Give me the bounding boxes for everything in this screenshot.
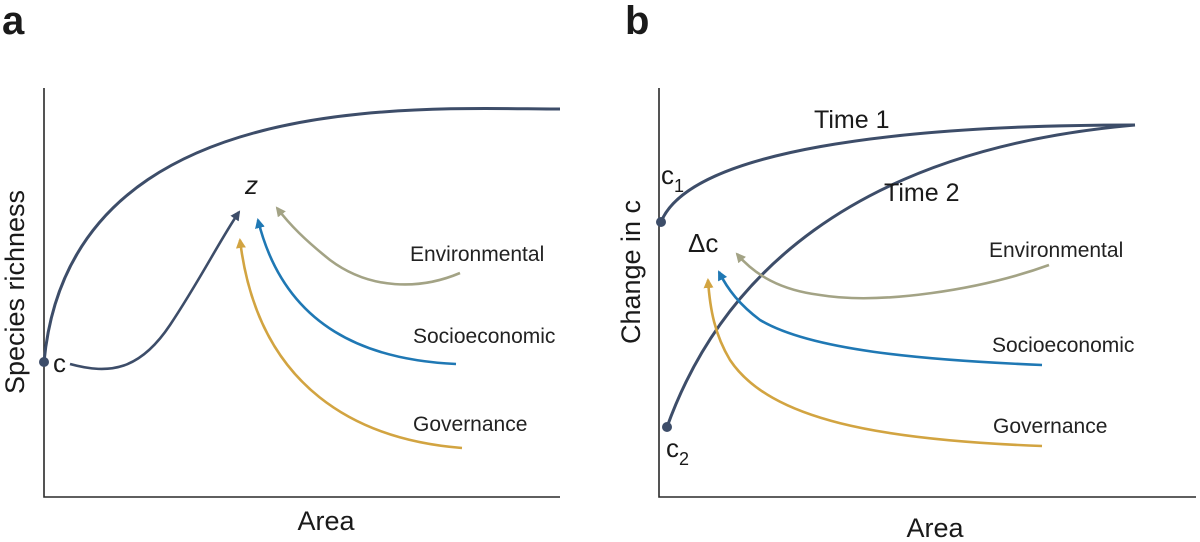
panel-a-c-to-z-arrow bbox=[69, 210, 241, 371]
panel-b-environmental-arrow bbox=[735, 252, 1050, 300]
panel-b-time2-label: Time 2 bbox=[884, 179, 959, 207]
panel-b-c2-point bbox=[662, 422, 672, 432]
panel-b-governance-label: Governance bbox=[993, 415, 1107, 438]
panel-b-c1-point bbox=[656, 217, 666, 227]
panel-b-socioeconomic-arrow bbox=[717, 270, 1043, 367]
panel-b-y-axis-title: Change in c bbox=[616, 200, 646, 344]
panel-a-intercept-point bbox=[39, 357, 49, 367]
panel-a-environmental-label: Environmental bbox=[410, 243, 544, 266]
panel-b-governance-arrow bbox=[703, 278, 1043, 448]
panel-a-governance-label: Governance bbox=[413, 413, 527, 436]
panel-a: a Species richness Area c z Environmenta… bbox=[0, 0, 561, 536]
panel-a-exponent-label: z bbox=[244, 170, 258, 200]
panel-b-c2-label: c2 bbox=[666, 433, 689, 469]
panel-a-letter: a bbox=[2, 0, 25, 43]
panel-a-socioeconomic-arrow bbox=[255, 218, 457, 366]
panel-b-delta-label: Δc bbox=[688, 228, 718, 258]
panel-b-environmental-label: Environmental bbox=[989, 239, 1123, 262]
panel-b-socioeconomic-label: Socioeconomic bbox=[992, 334, 1134, 357]
panel-b: b Change in c Area c1 c2 Time 1 Time 2 Δ… bbox=[616, 0, 1196, 542]
panel-b-c1-label: c1 bbox=[661, 160, 684, 196]
panel-b-letter: b bbox=[625, 0, 649, 43]
panel-b-time1-label: Time 1 bbox=[814, 106, 889, 134]
panel-a-governance-arrow bbox=[235, 238, 463, 450]
panel-a-axes bbox=[43, 88, 560, 498]
panel-a-socioeconomic-label: Socioeconomic bbox=[413, 325, 555, 348]
panel-b-x-axis-title: Area bbox=[906, 513, 964, 542]
panel-b-time1-curve bbox=[659, 123, 1136, 223]
panel-a-environmental-arrow bbox=[275, 206, 461, 286]
panel-a-species-area-curve bbox=[42, 106, 561, 363]
panel-a-y-axis-title: Species richness bbox=[0, 190, 30, 394]
panel-a-x-axis-title: Area bbox=[297, 506, 355, 536]
panel-a-intercept-label: c bbox=[53, 348, 66, 378]
panel-b-time2-curve bbox=[665, 123, 1136, 428]
